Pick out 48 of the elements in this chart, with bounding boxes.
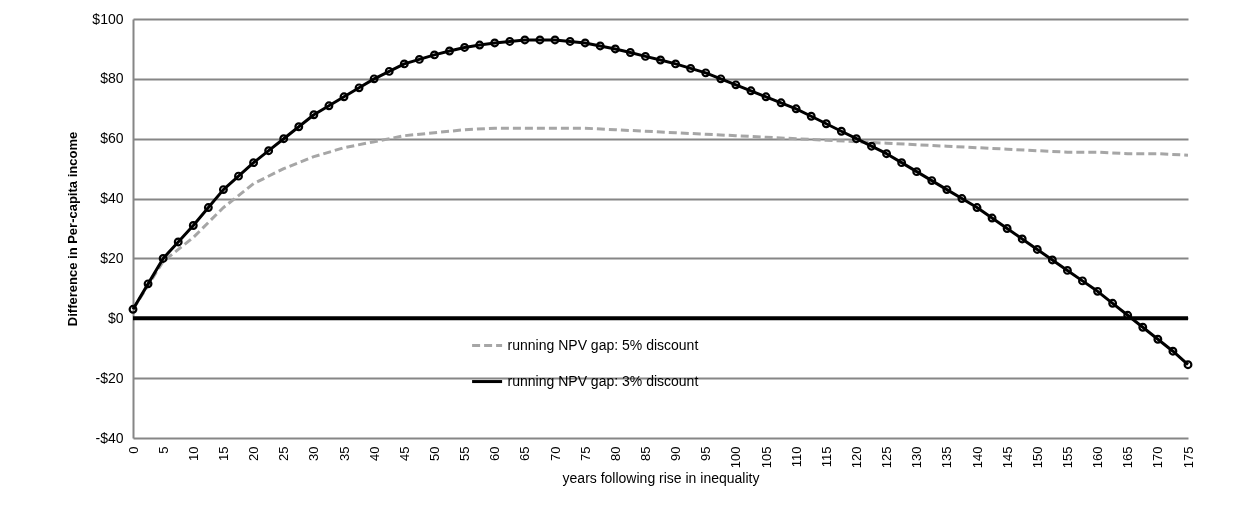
x-tick-label: 60	[487, 446, 503, 461]
x-tick-label: 10	[185, 446, 201, 461]
x-tick-label: 95	[698, 446, 714, 461]
x-tick-label: 175	[1180, 446, 1196, 469]
x-tick-label: 155	[1059, 446, 1075, 469]
x-tick-label: 35	[336, 446, 352, 461]
x-tick-label: 90	[668, 446, 684, 461]
x-tick-label: 5	[155, 446, 171, 454]
x-tick-label: 40	[366, 446, 382, 461]
x-tick-label: 85	[637, 446, 653, 461]
x-tick-label: 75	[577, 446, 593, 461]
y-tick-label: -$20	[95, 369, 124, 386]
y-tick-label: $20	[100, 249, 124, 266]
x-tick-label: 70	[547, 446, 563, 461]
x-tick-label: 45	[396, 446, 412, 461]
x-tick-label: 30	[306, 446, 322, 461]
x-tick-label: 55	[457, 446, 473, 461]
y-tick-label: $40	[100, 190, 124, 207]
x-tick-label: 165	[1120, 446, 1136, 469]
x-tick-label: 20	[246, 446, 262, 461]
x-axis-title: years following rise in inequality	[562, 470, 760, 487]
x-tick-label: 65	[517, 446, 533, 461]
x-tick-label: 145	[999, 446, 1015, 469]
legend-label: running NPV gap: 3% discount	[507, 372, 699, 389]
y-tick-label: $0	[107, 309, 124, 326]
x-tick-label: 50	[426, 446, 442, 461]
y-tick-label: -$40	[95, 429, 124, 446]
x-tick-label: 125	[879, 446, 895, 469]
x-tick-label: 15	[215, 446, 231, 461]
x-tick-label: 140	[969, 446, 985, 469]
x-tick-label: 110	[788, 446, 804, 468]
x-tick-label: 150	[1029, 446, 1045, 469]
x-tick-label: 120	[848, 446, 864, 469]
x-tick-label: 170	[1150, 446, 1166, 469]
legend-label: running NPV gap: 5% discount	[507, 336, 699, 353]
x-tick-label: 25	[276, 446, 292, 461]
x-tick-label: 0	[125, 446, 141, 454]
y-axis-title: Difference in Per-capita income	[65, 131, 81, 327]
y-tick-label: $80	[100, 70, 124, 87]
x-tick-label: 135	[939, 446, 955, 469]
x-tick-label: 105	[758, 446, 774, 469]
x-tick-label: 160	[1090, 446, 1106, 469]
x-tick-label: 115	[818, 446, 834, 468]
x-tick-label: 100	[728, 446, 744, 469]
x-tick-label: 130	[909, 446, 925, 469]
y-tick-label: $60	[100, 130, 124, 147]
x-tick-label: 80	[607, 446, 623, 461]
y-tick-label: $100	[92, 10, 124, 27]
